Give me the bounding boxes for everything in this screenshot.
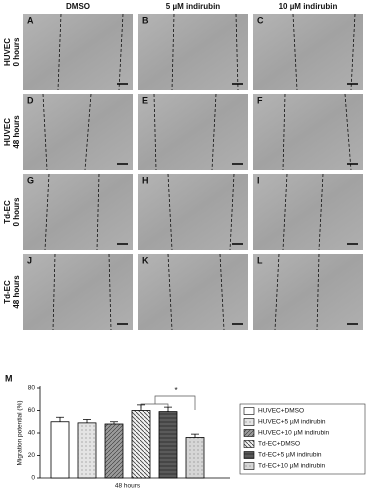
legend-swatch bbox=[243, 418, 255, 426]
row-label: HUVEC bbox=[3, 38, 12, 66]
micrograph bbox=[253, 14, 363, 90]
micrograph bbox=[23, 174, 133, 250]
micrograph bbox=[23, 14, 133, 90]
panel-label: G bbox=[27, 175, 34, 185]
wound-edge bbox=[108, 253, 112, 331]
y-tick-label: 0 bbox=[31, 475, 35, 482]
wound-edge bbox=[52, 253, 56, 331]
wound-edge bbox=[96, 173, 100, 251]
row-label: 48 hours bbox=[12, 115, 21, 149]
row-label: 48 hours bbox=[12, 275, 21, 309]
panel-label: L bbox=[257, 255, 263, 265]
panel-label: A bbox=[27, 15, 34, 25]
error-bar bbox=[191, 433, 199, 438]
legend-swatch bbox=[243, 440, 255, 448]
row-label: Td-EC bbox=[3, 200, 12, 224]
panel-label: H bbox=[142, 175, 149, 185]
panel-label: M bbox=[5, 373, 13, 383]
legend-label: Td-EC+5 µM indirubin bbox=[258, 452, 322, 459]
column-header: 10 µM indirubin bbox=[279, 2, 338, 11]
wound-edge bbox=[42, 93, 48, 171]
wound-edge bbox=[318, 173, 324, 251]
legend-swatch bbox=[243, 462, 255, 470]
legend-label: Td-EC+10 µM indirubin bbox=[258, 463, 326, 470]
wound-edge bbox=[292, 13, 298, 91]
legend-label: Td-EC+DMSO bbox=[258, 441, 300, 448]
wound-edge bbox=[344, 93, 352, 171]
wound-edge bbox=[282, 93, 286, 171]
bar bbox=[131, 410, 151, 479]
error-bar bbox=[164, 406, 172, 412]
row-label: HUVEC bbox=[3, 118, 12, 146]
y-tick-label: 60 bbox=[28, 407, 36, 414]
wound-edge bbox=[274, 253, 280, 331]
bar bbox=[104, 423, 124, 479]
legend-label: HUVEC+10 µM indirubin bbox=[258, 430, 330, 437]
wound-edge bbox=[282, 173, 288, 251]
legend-label: HUVEC+5 µM indirubin bbox=[258, 419, 326, 426]
error-bar bbox=[56, 416, 64, 422]
wound-edge bbox=[153, 93, 157, 171]
wound-edge bbox=[167, 253, 173, 331]
y-tick-label: 20 bbox=[28, 452, 36, 459]
bar bbox=[185, 437, 205, 479]
panel-label: J bbox=[27, 255, 32, 265]
legend-swatch bbox=[243, 429, 255, 437]
micrograph bbox=[23, 254, 133, 330]
y-tick-label: 40 bbox=[28, 430, 36, 437]
error-bar bbox=[83, 419, 91, 423]
panel-label: F bbox=[257, 95, 263, 105]
bar-chart: M Migration potential (%) * 0 20 40 60 80 HUV… bbox=[5, 373, 366, 490]
micrograph bbox=[253, 174, 363, 250]
wound-edge bbox=[57, 13, 62, 91]
panel-label: B bbox=[142, 15, 149, 25]
x-tick-label: 48 hours bbox=[115, 483, 141, 490]
legend-swatch bbox=[243, 451, 255, 459]
micrograph bbox=[138, 174, 248, 250]
micrograph bbox=[253, 94, 363, 170]
wound-edge bbox=[219, 253, 225, 331]
micrograph bbox=[138, 94, 248, 170]
panel-label: C bbox=[257, 15, 264, 25]
wound-edge bbox=[44, 173, 50, 251]
bar bbox=[50, 421, 70, 479]
column-header: 5 µM indirubin bbox=[166, 2, 220, 11]
micrograph bbox=[138, 14, 248, 90]
panel-label: I bbox=[257, 175, 260, 185]
wound-edge bbox=[167, 173, 173, 251]
y-tick-label: 80 bbox=[28, 385, 36, 392]
wound-edge bbox=[229, 173, 235, 251]
bar bbox=[158, 411, 178, 479]
panel-label: D bbox=[27, 95, 34, 105]
wound-edge bbox=[171, 13, 175, 91]
row-label: 0 hours bbox=[12, 197, 21, 226]
bar bbox=[77, 422, 97, 479]
row-label: 0 hours bbox=[12, 37, 21, 66]
wound-edge bbox=[118, 13, 124, 91]
wound-edge bbox=[235, 13, 239, 91]
wound-edge bbox=[316, 253, 320, 331]
micrograph bbox=[138, 254, 248, 330]
error-bar bbox=[110, 421, 118, 424]
significance-label: * bbox=[174, 386, 177, 395]
y-axis-label: Migration potential (%) bbox=[17, 400, 24, 465]
row-label: Td-EC bbox=[3, 280, 12, 304]
micrograph bbox=[253, 254, 363, 330]
legend-frame bbox=[239, 403, 366, 475]
micrograph bbox=[23, 94, 133, 170]
panel-label: K bbox=[142, 255, 149, 265]
legend-swatch bbox=[243, 407, 255, 415]
column-header: DMSO bbox=[66, 2, 90, 11]
wound-edge bbox=[84, 93, 92, 171]
wound-edge bbox=[350, 13, 356, 91]
legend-label: HUVEC+DMSO bbox=[258, 408, 304, 415]
panel-label: E bbox=[142, 95, 148, 105]
wound-edge bbox=[211, 93, 217, 171]
error-bar bbox=[137, 404, 145, 411]
